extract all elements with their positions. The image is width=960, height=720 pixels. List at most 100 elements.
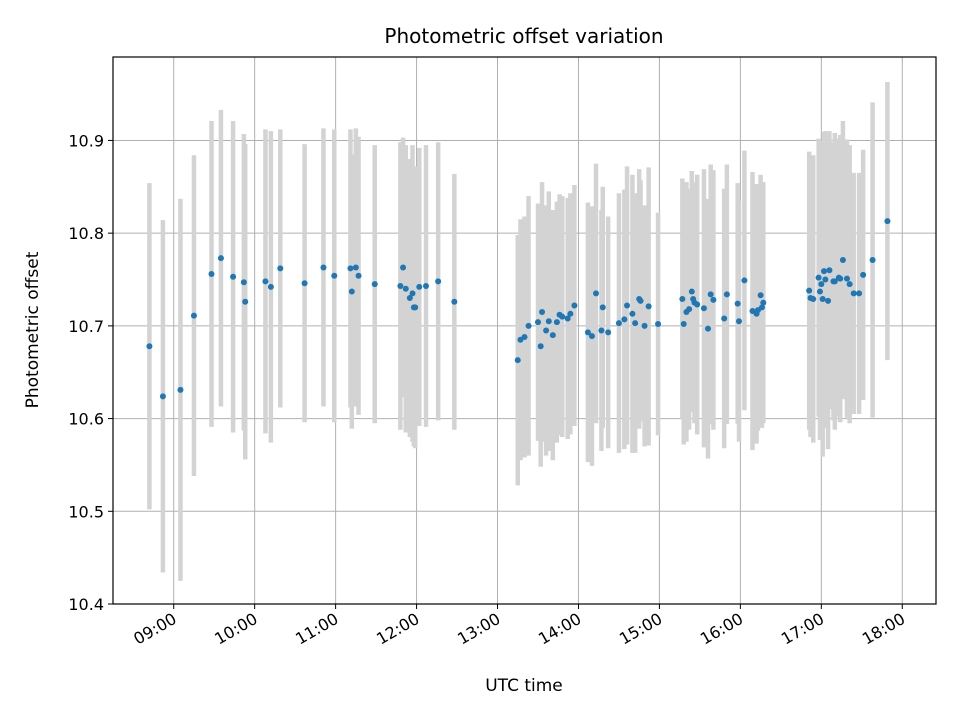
data-point bbox=[624, 302, 631, 309]
data-point bbox=[177, 386, 184, 393]
data-point bbox=[621, 316, 628, 323]
data-point bbox=[694, 301, 701, 308]
data-point bbox=[521, 333, 528, 340]
data-points bbox=[146, 218, 891, 400]
data-point bbox=[545, 318, 552, 325]
y-axis-label: Photometric offset bbox=[23, 251, 43, 408]
data-point bbox=[826, 267, 833, 274]
data-point bbox=[267, 283, 274, 290]
data-point bbox=[159, 393, 166, 400]
data-point bbox=[655, 321, 662, 328]
data-point bbox=[856, 290, 863, 297]
data-point bbox=[734, 300, 741, 307]
data-point bbox=[514, 357, 521, 364]
data-point bbox=[810, 295, 817, 302]
data-point bbox=[277, 265, 284, 272]
data-point bbox=[571, 302, 578, 309]
data-point bbox=[208, 270, 215, 277]
data-point bbox=[688, 288, 695, 295]
data-point bbox=[371, 281, 378, 288]
data-point bbox=[679, 295, 686, 302]
data-point bbox=[599, 304, 606, 311]
data-point bbox=[819, 295, 826, 302]
data-point bbox=[869, 257, 876, 264]
data-point bbox=[553, 319, 560, 326]
data-point bbox=[629, 310, 636, 317]
data-point bbox=[230, 273, 237, 280]
data-point bbox=[605, 329, 612, 336]
data-point bbox=[402, 285, 409, 292]
data-point bbox=[598, 327, 605, 334]
data-point bbox=[822, 276, 829, 283]
data-point bbox=[757, 292, 764, 299]
data-point bbox=[146, 343, 153, 350]
data-point bbox=[242, 298, 249, 305]
data-point bbox=[593, 290, 600, 297]
data-point bbox=[846, 281, 853, 288]
data-point bbox=[806, 287, 813, 294]
data-point bbox=[645, 303, 652, 310]
data-point bbox=[641, 322, 648, 329]
data-point bbox=[741, 277, 748, 284]
data-point bbox=[707, 291, 714, 298]
data-point bbox=[815, 274, 822, 281]
data-point bbox=[549, 332, 556, 339]
data-point bbox=[825, 297, 832, 304]
chart-title: Photometric offset variation bbox=[384, 24, 663, 48]
y-tick-label: 10.8 bbox=[68, 224, 104, 243]
data-point bbox=[240, 279, 247, 286]
data-point bbox=[567, 310, 574, 317]
data-point bbox=[347, 265, 354, 272]
data-point bbox=[704, 325, 711, 332]
y-tick-label: 10.6 bbox=[68, 410, 104, 429]
data-point bbox=[331, 272, 338, 279]
data-point bbox=[632, 320, 639, 327]
data-point bbox=[850, 290, 857, 297]
data-point bbox=[397, 282, 404, 289]
data-point bbox=[416, 283, 423, 290]
data-point bbox=[559, 313, 566, 320]
data-point bbox=[409, 290, 416, 297]
data-point bbox=[400, 264, 407, 271]
y-tick-label: 10.7 bbox=[68, 317, 104, 336]
data-point bbox=[534, 319, 541, 326]
data-point bbox=[355, 272, 362, 279]
x-axis-label: UTC time bbox=[485, 676, 563, 696]
data-point bbox=[637, 297, 644, 304]
data-point bbox=[710, 296, 717, 303]
data-point bbox=[543, 327, 550, 334]
y-tick-label: 10.9 bbox=[68, 131, 104, 150]
data-point bbox=[525, 322, 532, 329]
data-point bbox=[451, 298, 458, 305]
data-point bbox=[758, 304, 765, 311]
data-point bbox=[837, 275, 844, 282]
y-axis-ticks: 10.4 10.5 10.6 10.7 10.8 10.9 bbox=[68, 131, 113, 614]
data-point bbox=[539, 308, 546, 315]
data-point bbox=[406, 295, 413, 302]
data-point bbox=[686, 306, 693, 313]
data-point bbox=[680, 321, 687, 328]
data-point bbox=[831, 278, 838, 285]
y-tick-label: 10.5 bbox=[68, 502, 104, 521]
data-point bbox=[217, 255, 224, 262]
data-point bbox=[700, 305, 707, 312]
data-point bbox=[884, 218, 891, 225]
data-point bbox=[537, 343, 544, 350]
data-point bbox=[615, 320, 622, 327]
data-point bbox=[190, 312, 197, 319]
plot-frame bbox=[112, 56, 937, 605]
data-point bbox=[588, 333, 595, 340]
data-point bbox=[839, 257, 846, 264]
data-point bbox=[721, 315, 728, 322]
data-point bbox=[723, 291, 730, 298]
data-point bbox=[564, 315, 571, 322]
data-point bbox=[435, 278, 442, 285]
data-point bbox=[320, 264, 327, 271]
data-point bbox=[816, 288, 823, 295]
data-point bbox=[352, 264, 359, 271]
data-point bbox=[860, 271, 867, 278]
data-point bbox=[818, 281, 825, 288]
data-point bbox=[262, 278, 269, 285]
